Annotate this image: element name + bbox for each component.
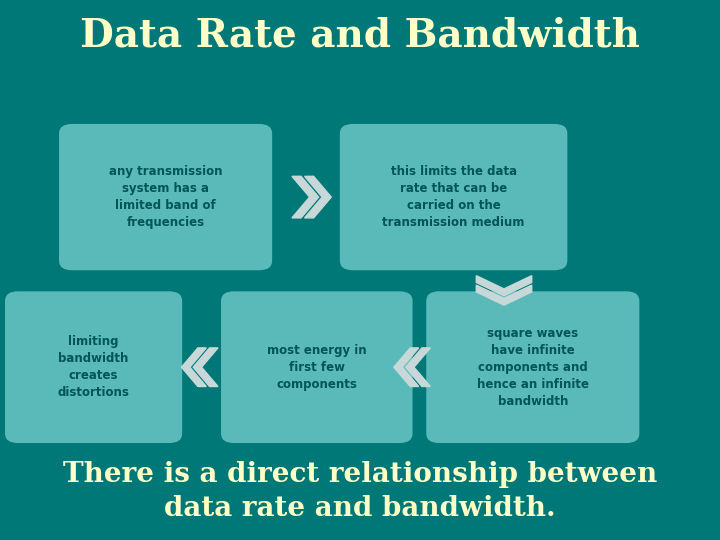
Text: this limits the data
rate that can be
carried on the
transmission medium: this limits the data rate that can be ca… xyxy=(382,165,525,229)
Text: square waves
have infinite
components and
hence an infinite
bandwidth: square waves have infinite components an… xyxy=(477,327,589,408)
FancyBboxPatch shape xyxy=(426,292,639,443)
Polygon shape xyxy=(305,176,331,218)
FancyBboxPatch shape xyxy=(221,292,413,443)
Text: Data Rate and Bandwidth: Data Rate and Bandwidth xyxy=(80,16,640,54)
FancyBboxPatch shape xyxy=(5,292,182,443)
Polygon shape xyxy=(394,348,419,387)
Text: most energy in
first few
components: most energy in first few components xyxy=(267,343,366,391)
Polygon shape xyxy=(405,348,431,387)
Polygon shape xyxy=(193,348,218,387)
Polygon shape xyxy=(477,285,531,305)
Polygon shape xyxy=(292,176,319,218)
Polygon shape xyxy=(181,348,207,387)
Text: any transmission
system has a
limited band of
frequencies: any transmission system has a limited ba… xyxy=(109,165,222,229)
Text: There is a direct relationship between
data rate and bandwidth.: There is a direct relationship between d… xyxy=(63,461,657,522)
Text: limiting
bandwidth
creates
distortions: limiting bandwidth creates distortions xyxy=(58,335,130,399)
FancyBboxPatch shape xyxy=(340,124,567,270)
Polygon shape xyxy=(477,275,531,296)
FancyBboxPatch shape xyxy=(59,124,272,270)
